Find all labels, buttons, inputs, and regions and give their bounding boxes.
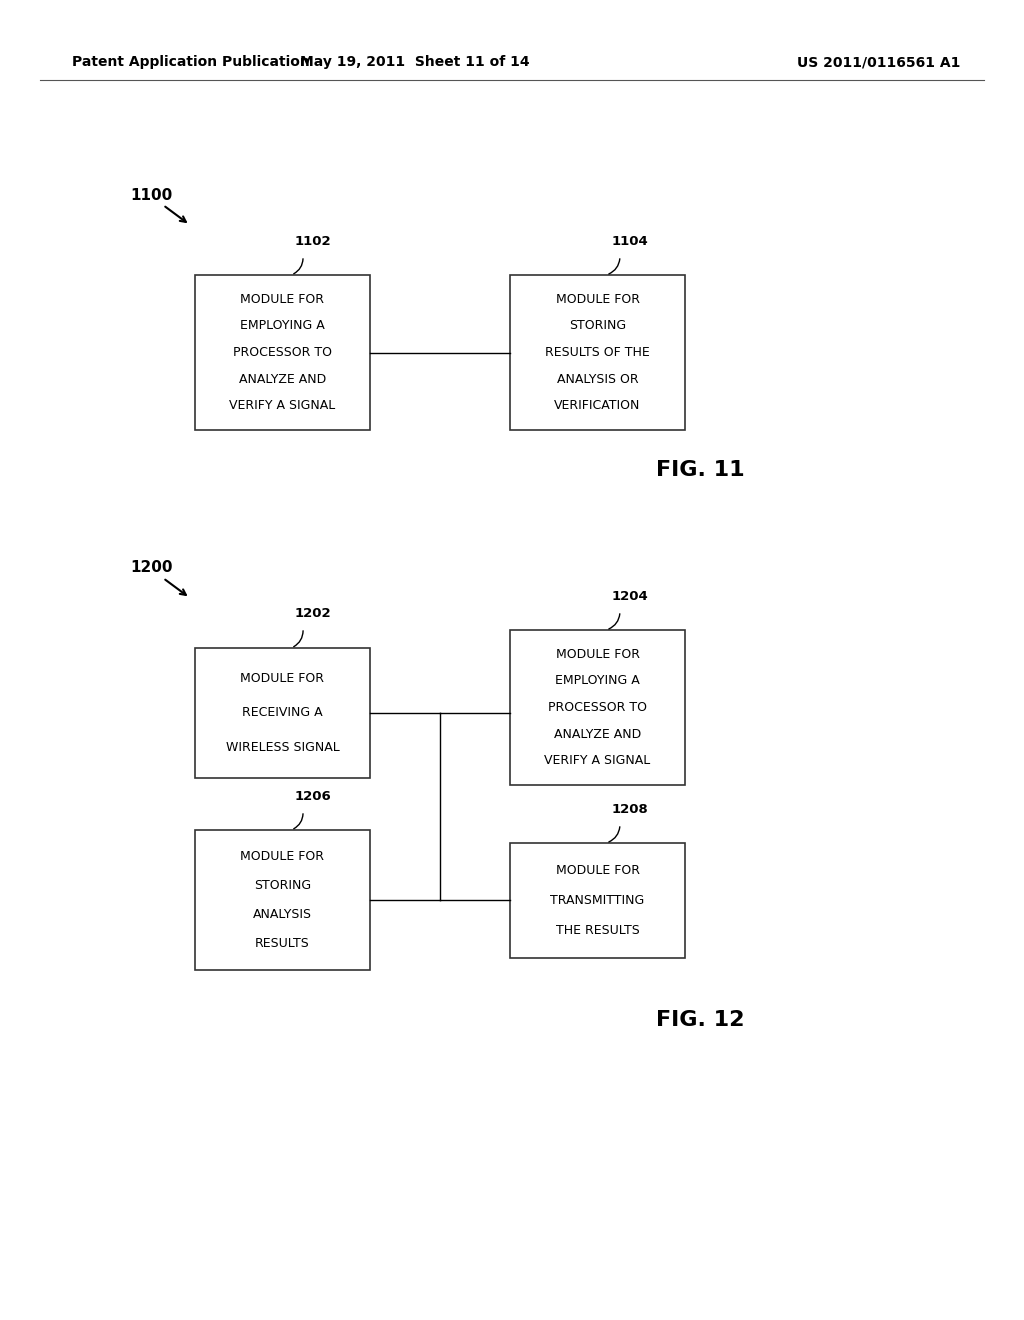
Text: 1200: 1200 [130,561,172,576]
Text: STORING: STORING [254,879,311,892]
Text: 1102: 1102 [295,235,332,248]
Bar [510,843,685,958]
Text: FIG. 11: FIG. 11 [655,459,744,480]
Text: ANALYZE AND: ANALYZE AND [239,372,326,385]
Text: ANALYSIS OR: ANALYSIS OR [557,372,638,385]
Bar [195,275,370,430]
Text: PROCESSOR TO: PROCESSOR TO [548,701,647,714]
Text: RESULTS: RESULTS [255,937,310,950]
Text: 1202: 1202 [295,607,332,620]
Bar [195,648,370,777]
Text: MODULE FOR: MODULE FOR [241,293,325,305]
Text: VERIFY A SIGNAL: VERIFY A SIGNAL [229,400,336,412]
Text: Patent Application Publication: Patent Application Publication [72,55,309,69]
Text: RECEIVING A: RECEIVING A [243,706,323,719]
Text: THE RESULTS: THE RESULTS [556,924,639,937]
Text: 1100: 1100 [130,187,172,202]
Text: WIRELESS SIGNAL: WIRELESS SIGNAL [225,741,339,754]
Bar [510,630,685,785]
Text: May 19, 2011  Sheet 11 of 14: May 19, 2011 Sheet 11 of 14 [300,55,529,69]
Text: TRANSMITTING: TRANSMITTING [550,894,645,907]
Text: 1206: 1206 [295,789,332,803]
Text: 1204: 1204 [612,590,649,603]
Text: ANALYZE AND: ANALYZE AND [554,727,641,741]
Text: MODULE FOR: MODULE FOR [241,672,325,685]
Bar [195,830,370,970]
Text: VERIFICATION: VERIFICATION [554,400,641,412]
Text: FIG. 12: FIG. 12 [655,1010,744,1030]
Text: MODULE FOR: MODULE FOR [555,293,640,305]
Text: US 2011/0116561 A1: US 2011/0116561 A1 [797,55,961,69]
Text: VERIFY A SIGNAL: VERIFY A SIGNAL [545,755,650,767]
Text: EMPLOYING A: EMPLOYING A [555,675,640,688]
Bar [510,275,685,430]
Text: 1104: 1104 [612,235,649,248]
Text: MODULE FOR: MODULE FOR [241,850,325,863]
Text: STORING: STORING [569,319,626,333]
Text: MODULE FOR: MODULE FOR [555,648,640,660]
Text: EMPLOYING A: EMPLOYING A [240,319,325,333]
Text: MODULE FOR: MODULE FOR [555,863,640,876]
Text: ANALYSIS: ANALYSIS [253,908,312,921]
Text: RESULTS OF THE: RESULTS OF THE [545,346,650,359]
Text: 1208: 1208 [612,803,649,816]
Text: PROCESSOR TO: PROCESSOR TO [233,346,332,359]
